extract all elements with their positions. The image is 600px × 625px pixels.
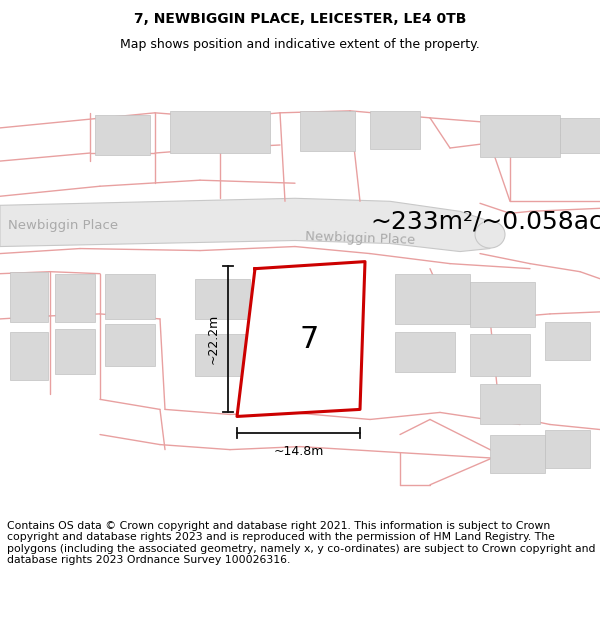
Text: Map shows position and indicative extent of the property.: Map shows position and indicative extent…: [120, 38, 480, 51]
Bar: [105, 274, 155, 319]
Text: ~14.8m: ~14.8m: [274, 444, 323, 458]
Bar: [545, 322, 590, 360]
Bar: [10, 332, 48, 380]
Bar: [105, 324, 155, 366]
Bar: [560, 118, 600, 153]
Bar: [300, 111, 355, 151]
Text: ~233m²/~0.058ac.: ~233m²/~0.058ac.: [370, 209, 600, 233]
Bar: [195, 279, 250, 319]
Bar: [395, 332, 455, 372]
Text: Newbiggin Place: Newbiggin Place: [8, 219, 118, 232]
Bar: [55, 329, 95, 374]
Bar: [170, 111, 270, 153]
Ellipse shape: [475, 221, 505, 248]
Bar: [55, 274, 95, 322]
Bar: [95, 115, 150, 155]
Bar: [370, 111, 420, 149]
Bar: [480, 384, 540, 424]
Text: Contains OS data © Crown copyright and database right 2021. This information is : Contains OS data © Crown copyright and d…: [7, 521, 596, 566]
Bar: [470, 334, 530, 376]
Polygon shape: [237, 262, 365, 416]
Text: 7, NEWBIGGIN PLACE, LEICESTER, LE4 0TB: 7, NEWBIGGIN PLACE, LEICESTER, LE4 0TB: [134, 11, 466, 26]
Bar: [490, 434, 545, 472]
Text: Newbiggin Place: Newbiggin Place: [305, 230, 416, 247]
Polygon shape: [0, 198, 490, 252]
Text: ~22.2m: ~22.2m: [207, 314, 220, 364]
Bar: [480, 115, 560, 157]
Bar: [545, 429, 590, 468]
Bar: [195, 334, 250, 376]
Bar: [470, 282, 535, 327]
Text: 7: 7: [299, 324, 319, 354]
Bar: [10, 272, 48, 322]
Bar: [395, 274, 470, 324]
